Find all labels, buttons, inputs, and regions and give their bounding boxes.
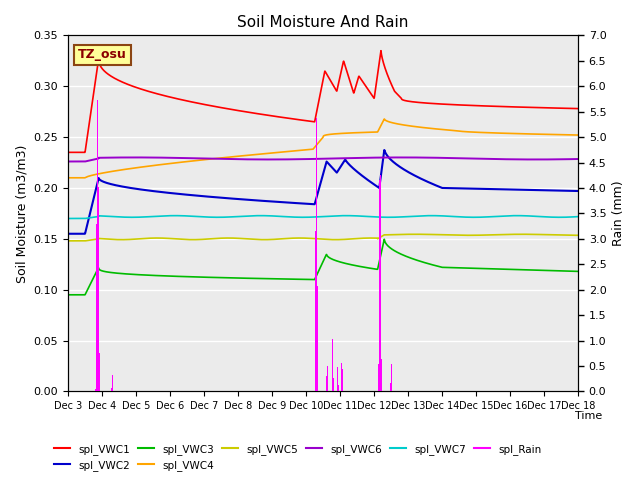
spl_VWC4: [299, 147, 307, 153]
spl_VWC4: [90, 172, 98, 178]
spl_VWC6: [466, 156, 474, 161]
spl_VWC6: [575, 156, 582, 162]
spl_VWC5: [299, 235, 307, 241]
spl_VWC7: [559, 215, 567, 220]
spl_VWC1: [466, 103, 474, 108]
spl_VWC7: [575, 214, 582, 219]
spl_VWC1: [90, 87, 98, 93]
Line: spl_VWC3: spl_VWC3: [68, 239, 579, 295]
spl_VWC5: [559, 232, 567, 238]
spl_VWC1: [559, 106, 567, 111]
spl_VWC7: [560, 215, 568, 220]
spl_VWC4: [380, 116, 388, 122]
Line: spl_VWC5: spl_VWC5: [68, 234, 579, 241]
spl_VWC7: [299, 215, 307, 220]
spl_VWC6: [560, 156, 568, 162]
spl_VWC7: [171, 213, 179, 218]
spl_VWC4: [560, 132, 568, 138]
Line: spl_VWC2: spl_VWC2: [68, 150, 579, 234]
X-axis label: Time: Time: [575, 411, 602, 421]
spl_VWC2: [64, 231, 72, 237]
Title: Soil Moisture And Rain: Soil Moisture And Rain: [237, 15, 409, 30]
spl_VWC1: [64, 149, 72, 155]
spl_VWC5: [575, 232, 582, 238]
spl_VWC3: [380, 236, 388, 242]
spl_VWC2: [575, 188, 582, 194]
spl_VWC1: [560, 106, 568, 111]
spl_VWC3: [560, 268, 568, 274]
spl_VWC6: [131, 155, 139, 160]
spl_VWC3: [90, 274, 98, 279]
spl_VWC5: [64, 238, 72, 244]
spl_VWC2: [466, 186, 474, 192]
spl_VWC3: [312, 274, 320, 279]
spl_VWC3: [64, 292, 72, 298]
spl_VWC5: [90, 237, 98, 242]
Y-axis label: Rain (mm): Rain (mm): [612, 180, 625, 246]
spl_VWC5: [312, 236, 320, 241]
Text: TZ_osu: TZ_osu: [78, 48, 127, 61]
Line: spl_VWC1: spl_VWC1: [68, 51, 579, 152]
Y-axis label: Soil Moisture (m3/m3): Soil Moisture (m3/m3): [15, 144, 28, 283]
spl_VWC4: [575, 132, 582, 138]
spl_VWC1: [299, 117, 307, 123]
spl_VWC3: [559, 268, 567, 274]
spl_VWC6: [90, 156, 98, 162]
spl_VWC1: [377, 48, 385, 54]
spl_VWC2: [559, 188, 567, 193]
spl_VWC6: [559, 156, 567, 162]
spl_VWC4: [559, 132, 567, 138]
spl_VWC4: [64, 175, 72, 180]
spl_VWC6: [312, 156, 320, 162]
spl_VWC4: [466, 129, 474, 135]
spl_VWC1: [575, 106, 582, 111]
spl_VWC1: [312, 111, 320, 117]
spl_VWC6: [299, 156, 307, 162]
Line: spl_VWC7: spl_VWC7: [68, 216, 579, 218]
spl_VWC2: [90, 194, 98, 200]
spl_VWC3: [575, 268, 582, 274]
spl_VWC5: [412, 231, 419, 237]
spl_VWC3: [466, 265, 474, 271]
spl_VWC2: [560, 188, 568, 193]
spl_VWC7: [312, 214, 320, 220]
spl_VWC7: [466, 215, 474, 220]
spl_VWC2: [380, 147, 388, 153]
spl_VWC5: [466, 232, 474, 238]
spl_VWC7: [90, 214, 98, 220]
Legend: spl_VWC1, spl_VWC2, spl_VWC3, spl_VWC4, spl_VWC5, spl_VWC6, spl_VWC7, spl_Rain: spl_VWC1, spl_VWC2, spl_VWC3, spl_VWC4, …: [50, 439, 546, 475]
Line: spl_VWC6: spl_VWC6: [68, 157, 579, 161]
spl_VWC4: [312, 143, 320, 148]
spl_VWC2: [312, 196, 320, 202]
Line: spl_VWC4: spl_VWC4: [68, 119, 579, 178]
spl_VWC5: [560, 232, 568, 238]
spl_VWC2: [299, 201, 307, 206]
spl_VWC6: [64, 158, 72, 164]
spl_VWC3: [299, 276, 307, 282]
spl_VWC7: [64, 216, 72, 221]
